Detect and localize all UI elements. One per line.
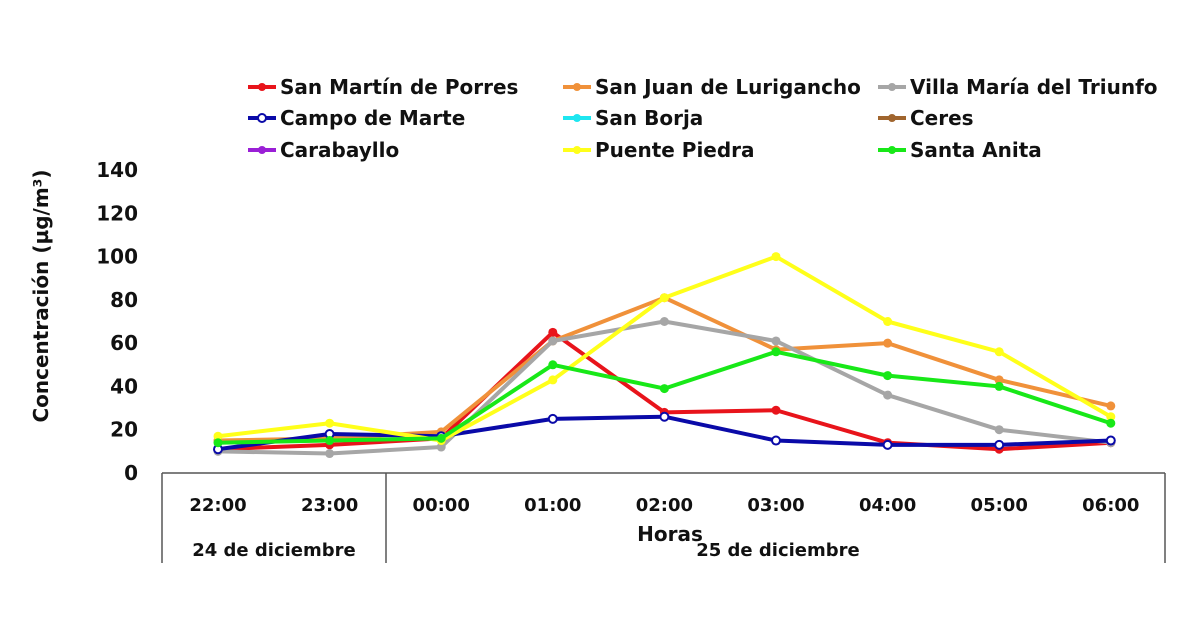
x-tick-label: 04:00: [859, 495, 916, 516]
y-tick-label: 60: [110, 331, 138, 355]
legend-marker: [888, 83, 896, 91]
legend-label: Ceres: [910, 106, 974, 130]
legend-item: Puente Piedra: [563, 138, 755, 162]
legend-label: Santa Anita: [910, 138, 1042, 162]
data-point: [882, 439, 893, 450]
data-point: [659, 411, 670, 422]
x-tick-label: 06:00: [1082, 495, 1139, 516]
data-point: [883, 338, 893, 348]
data-point: [325, 418, 335, 428]
y-tick-label: 100: [96, 245, 138, 269]
data-point: [659, 317, 669, 326]
data-point: [771, 336, 781, 346]
x-tick-label: 01:00: [524, 495, 581, 516]
data-point: [994, 381, 1004, 391]
series-line: [217, 349, 1112, 445]
data-point: [883, 317, 893, 326]
data-point: [883, 390, 893, 400]
data-point: [771, 405, 781, 415]
data-point: [994, 375, 1004, 385]
data-point: [548, 327, 558, 337]
date-group-label-24: 24 de diciembre: [192, 540, 356, 561]
x-tick-label: 00:00: [413, 495, 470, 516]
data-point: [1105, 435, 1116, 446]
legend-label: Villa María del Triunfo: [910, 75, 1158, 99]
data-point: [771, 252, 781, 262]
legend-label: San Borja: [595, 106, 703, 130]
legend-item: San Martín de Porres: [248, 75, 518, 99]
legend-marker: [888, 146, 896, 154]
y-tick-label: 80: [110, 288, 138, 312]
legend-marker: [257, 113, 267, 123]
legend-marker: [888, 114, 896, 122]
legend-label: Campo de Marte: [280, 106, 465, 130]
data-point: [325, 436, 335, 446]
legend-marker: [573, 146, 581, 154]
legend-item: Villa María del Triunfo: [878, 75, 1158, 99]
data-point: [771, 435, 781, 446]
legend-item: San Borja: [563, 106, 703, 130]
data-point: [548, 375, 558, 385]
data-point: [994, 347, 1004, 357]
data-point: [1106, 401, 1116, 411]
y-tick-label: 120: [96, 201, 138, 225]
legend-item: Carabayllo: [248, 138, 399, 162]
y-tick-label: 40: [110, 374, 138, 398]
legend-label: Carabayllo: [280, 138, 399, 162]
y-tick-label: 0: [124, 461, 138, 485]
y-tick-label: 20: [110, 418, 138, 442]
series-santa-anita: [213, 347, 1116, 448]
legend-item: Ceres: [878, 106, 974, 130]
legend-marker: [573, 83, 581, 91]
legend-item: Santa Anita: [878, 138, 1042, 162]
legend-label: San Martín de Porres: [280, 75, 518, 99]
data-point: [547, 413, 558, 424]
x-axis-label: Horas: [637, 522, 703, 546]
y-tick-label: 140: [96, 158, 138, 182]
data-point: [436, 433, 446, 443]
data-point: [548, 360, 558, 370]
legend-item: Campo de Marte: [248, 106, 465, 130]
x-tick-label: 02:00: [636, 495, 693, 516]
x-axis-ticks: 22:00 23:00 00:00 01:00 02:00 03:00 04:00 05:00…: [189, 495, 1139, 516]
legend-marker: [573, 114, 581, 122]
x-tick-label: 22:00: [189, 495, 246, 516]
data-point: [771, 347, 781, 357]
data-point: [659, 384, 669, 394]
data-point: [548, 336, 558, 346]
data-point: [325, 449, 335, 459]
data-point: [883, 371, 893, 381]
legend-label: Puente Piedra: [595, 138, 755, 162]
legend-marker: [258, 83, 266, 91]
data-point: [436, 442, 446, 452]
x-tick-label: 23:00: [301, 495, 358, 516]
legend-item: San Juan de Lurigancho: [563, 75, 861, 99]
data-point: [994, 425, 1004, 435]
series-puente-piedra: [213, 252, 1116, 446]
date-group-label-25: 25 de diciembre: [696, 540, 860, 561]
data-point: [659, 293, 669, 303]
series-group: [213, 252, 1116, 459]
data-point: [213, 438, 223, 448]
category-axis-table: [161, 472, 1166, 563]
data-point: [1106, 418, 1116, 428]
x-tick-label: 05:00: [971, 495, 1028, 516]
x-tick-label: 03:00: [747, 495, 804, 516]
y-axis-ticks: 0 20 40 60 80 100 120 140: [96, 158, 138, 485]
legend-marker: [258, 146, 266, 154]
legend: San Martín de Porres San Juan de Luriganc…: [248, 75, 1158, 162]
data-point: [994, 439, 1005, 450]
legend-label: San Juan de Lurigancho: [595, 75, 861, 99]
data-point: [1106, 412, 1116, 422]
data-point: [213, 431, 223, 441]
y-axis-label: Concentración (µg/m³): [29, 169, 53, 422]
